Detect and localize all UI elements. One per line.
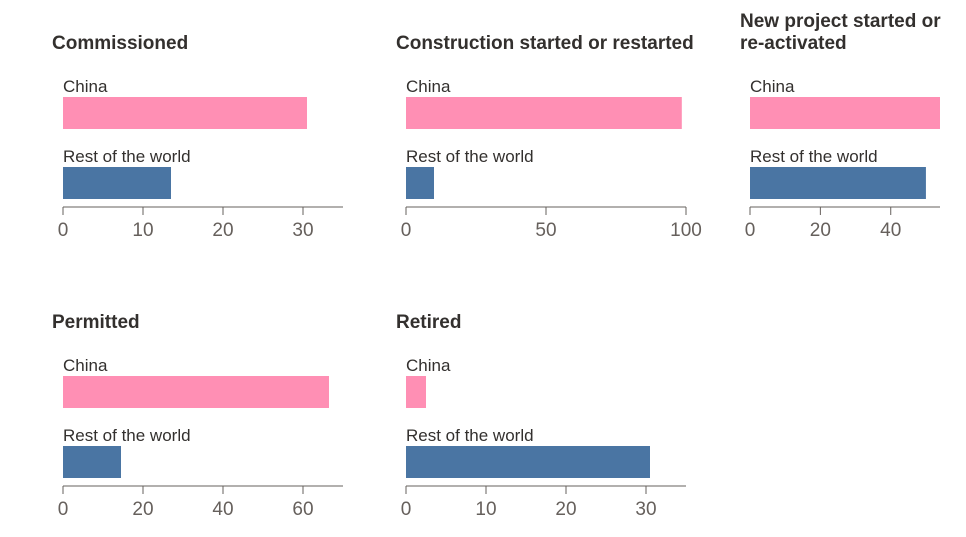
category-label-china: China [750, 77, 795, 96]
panel-title: Construction started or restarted [396, 33, 694, 54]
category-label-china: China [406, 356, 451, 375]
bar-china [406, 376, 426, 408]
x-tick-label: 60 [292, 499, 313, 520]
bar-china [63, 97, 307, 129]
category-label-china: China [63, 356, 108, 375]
x-tick-label: 50 [535, 220, 556, 241]
x-tick-label: 0 [58, 499, 69, 520]
x-tick-label: 0 [401, 499, 412, 520]
category-label-rest-of-the-world: Rest of the world [63, 426, 191, 445]
x-tick-label: 30 [292, 220, 313, 241]
x-tick-label: 0 [745, 220, 756, 241]
bar-china [406, 97, 682, 129]
panel-title: re-activated [740, 33, 847, 54]
x-tick-label: 20 [810, 220, 831, 241]
x-tick-label: 20 [555, 499, 576, 520]
panel-title: Permitted [52, 312, 140, 333]
bar-china [750, 97, 940, 129]
bar-rest-of-the-world [406, 167, 434, 199]
category-label-rest-of-the-world: Rest of the world [406, 426, 534, 445]
category-label-rest-of-the-world: Rest of the world [63, 147, 191, 166]
chart-panel-5: Retired China Rest of the world 0 10 20 30 [396, 312, 686, 520]
category-label-rest-of-the-world: Rest of the world [750, 147, 878, 166]
x-tick-label: 10 [132, 220, 153, 241]
bar-china [63, 376, 329, 408]
chart-panel-2: Construction started or restarted China Re… [396, 33, 702, 241]
bar-rest-of-the-world [750, 167, 926, 199]
x-tick-label: 40 [880, 220, 901, 241]
x-tick-label: 10 [475, 499, 496, 520]
chart-panel-1: Commissioned China Rest of the world 0 10 20 3… [52, 33, 343, 241]
panel-title: New project started or [740, 11, 941, 32]
bar-rest-of-the-world [63, 167, 171, 199]
x-tick-label: 100 [670, 220, 702, 241]
x-tick-label: 30 [635, 499, 656, 520]
chart-panel-4: Permitted China Rest of the world 0 20 40 60 [52, 312, 343, 520]
x-tick-label: 0 [58, 220, 69, 241]
category-label-china: China [63, 77, 108, 96]
panel-title: Retired [396, 312, 461, 333]
bar-rest-of-the-world [406, 446, 650, 478]
x-tick-label: 0 [401, 220, 412, 241]
bar-rest-of-the-world [63, 446, 121, 478]
panel-title: Commissioned [52, 33, 188, 54]
x-tick-label: 20 [212, 220, 233, 241]
category-label-rest-of-the-world: Rest of the world [406, 147, 534, 166]
category-label-china: China [406, 77, 451, 96]
x-tick-label: 40 [212, 499, 233, 520]
x-tick-label: 20 [132, 499, 153, 520]
